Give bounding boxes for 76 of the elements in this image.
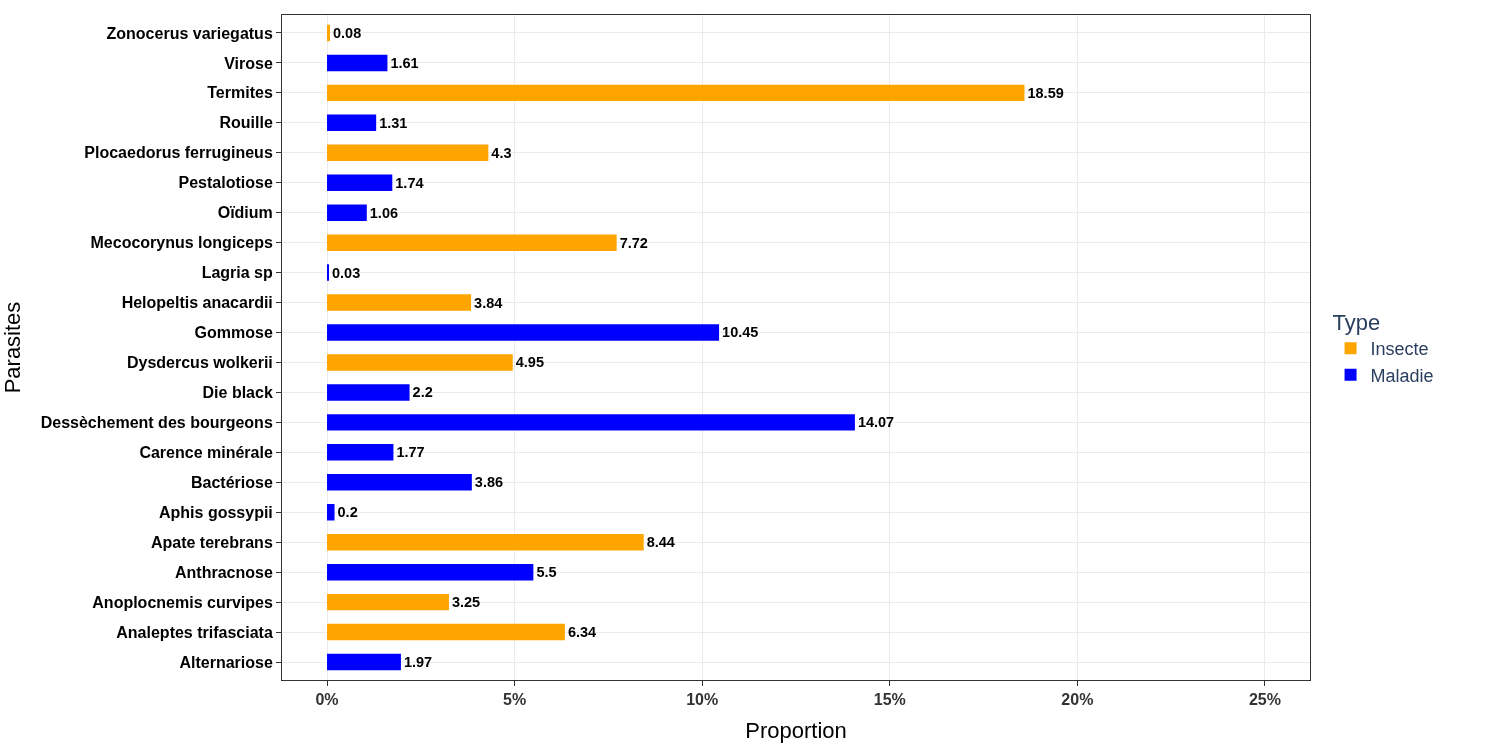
bar xyxy=(327,354,513,371)
data-label: 2.2 xyxy=(412,384,433,401)
bar xyxy=(327,653,401,671)
bar xyxy=(327,84,1025,102)
y-tick-label: Plocaedorus ferrugineus xyxy=(84,144,273,162)
data-label: 6.34 xyxy=(567,624,597,641)
bar xyxy=(327,324,720,341)
bar xyxy=(327,54,388,72)
y-tick-label: Termites xyxy=(207,84,273,102)
x-axis-title: Proportion xyxy=(745,718,847,744)
bar xyxy=(327,384,410,401)
data-label: 3.84 xyxy=(474,294,503,311)
data-label: 1.06 xyxy=(369,204,398,221)
y-tick-label: Virose xyxy=(224,54,273,72)
y-tick-label: Apate terebrans xyxy=(150,533,273,551)
data-label: 3.25 xyxy=(451,594,481,611)
bar xyxy=(327,114,377,132)
y-tick-label: Helopeltis anacardii xyxy=(121,294,273,312)
data-label: 0.08 xyxy=(333,24,362,41)
data-label: 1.61 xyxy=(390,54,419,71)
y-tick-label: Pestalotiose xyxy=(178,174,273,192)
data-label: 7.72 xyxy=(619,234,648,251)
legend-title: Type xyxy=(1332,310,1381,336)
data-label: 4.95 xyxy=(515,354,544,371)
bar xyxy=(327,474,472,491)
data-label: 1.77 xyxy=(396,444,425,461)
x-tick-label: 10% xyxy=(686,691,719,709)
y-tick-label: Bactériose xyxy=(190,473,273,491)
bar xyxy=(327,444,394,461)
bar xyxy=(327,623,565,641)
legend-label: Maladie xyxy=(1370,365,1434,386)
bar xyxy=(327,234,617,251)
bar xyxy=(327,174,393,191)
bar xyxy=(327,504,335,521)
data-label: 0.2 xyxy=(337,504,358,521)
y-tick-label: Aphis gossypii xyxy=(159,503,273,521)
y-tick-label: Rouille xyxy=(219,114,273,132)
y-tick-label: Oïdium xyxy=(217,204,273,222)
data-label: 1.74 xyxy=(395,174,424,191)
data-label: 18.59 xyxy=(1027,84,1064,101)
y-tick-label: Anoplocnemis curvipes xyxy=(92,593,273,611)
y-tick-label: Gommose xyxy=(194,324,273,342)
y-tick-label: Die black xyxy=(202,384,273,402)
y-axis-title: Parasites xyxy=(0,301,25,394)
y-tick-label: Zonocerus variegatus xyxy=(106,24,273,42)
y-tick-label: Dysdercus wolkerii xyxy=(126,354,273,372)
y-tick-label: Mecocorynus longiceps xyxy=(90,234,273,252)
data-label: 3.86 xyxy=(474,474,504,491)
y-tick-label: Lagria sp xyxy=(201,264,274,282)
x-tick-label: 25% xyxy=(1248,691,1281,709)
bar xyxy=(327,204,367,221)
y-tick-label: Anthracnose xyxy=(175,563,273,581)
data-label: 8.44 xyxy=(646,534,675,551)
bar xyxy=(327,533,644,551)
y-tick-label: Analeptes trifasciata xyxy=(116,623,273,641)
data-label: 10.45 xyxy=(722,324,759,341)
data-label: 1.97 xyxy=(403,653,433,670)
y-tick-label: Dessèchement des bourgeons xyxy=(40,413,273,431)
bar xyxy=(327,563,534,581)
x-tick-label: 15% xyxy=(873,691,906,709)
data-label: 4.3 xyxy=(491,144,512,161)
data-label: 0.03 xyxy=(332,264,361,281)
data-label: 5.5 xyxy=(536,564,557,581)
legend-label: Insecte xyxy=(1370,339,1429,360)
bar xyxy=(327,414,855,431)
bar xyxy=(327,144,489,162)
x-tick-label: 0% xyxy=(315,691,339,709)
bar xyxy=(327,593,449,611)
y-tick-label: Alternariose xyxy=(179,653,273,671)
data-label: 1.31 xyxy=(379,114,408,131)
y-tick-label: Carence minérale xyxy=(139,443,273,461)
bar xyxy=(327,294,472,311)
x-tick-label: 20% xyxy=(1061,691,1094,709)
data-label: 14.07 xyxy=(857,414,895,431)
bar xyxy=(327,24,331,42)
x-tick-label: 5% xyxy=(503,691,527,709)
